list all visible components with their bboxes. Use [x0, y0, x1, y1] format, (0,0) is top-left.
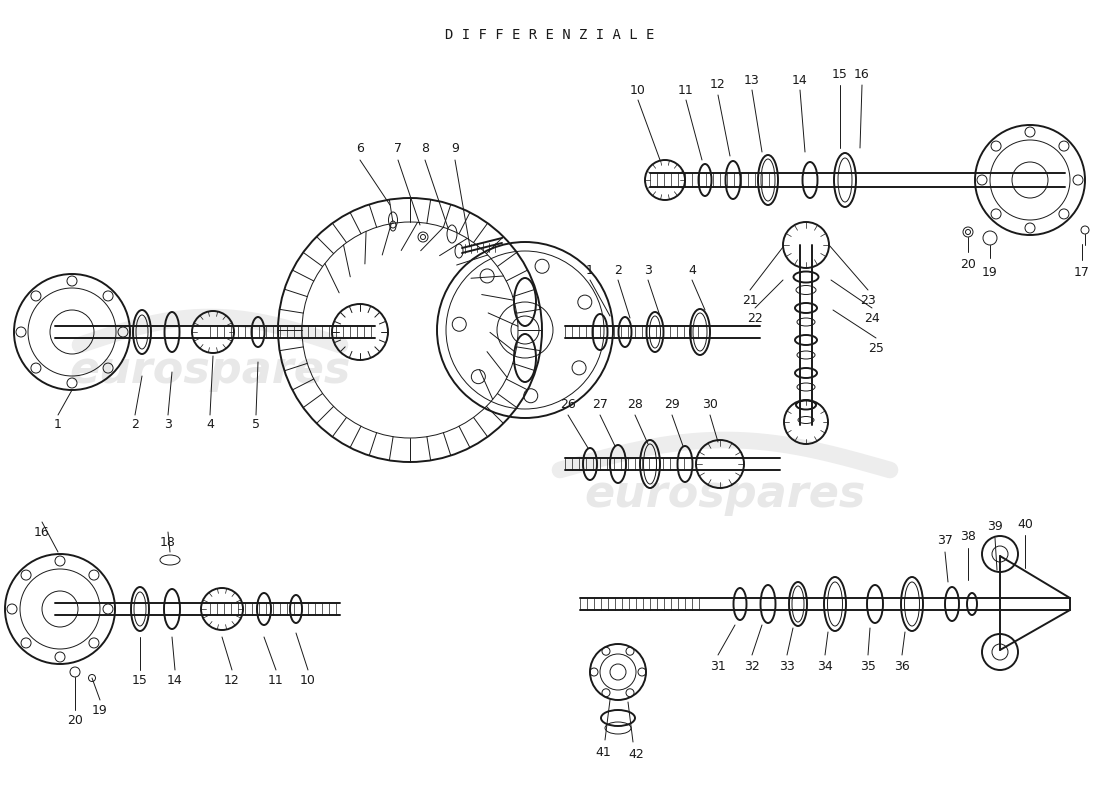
Text: 41: 41 [595, 746, 610, 758]
Text: 11: 11 [268, 674, 284, 687]
Text: 2: 2 [614, 263, 622, 277]
Text: 29: 29 [664, 398, 680, 411]
Text: 9: 9 [451, 142, 459, 154]
Text: 5: 5 [252, 418, 260, 431]
Text: 10: 10 [300, 674, 316, 687]
Text: 18: 18 [161, 537, 176, 550]
Text: 24: 24 [865, 311, 880, 325]
Text: 6: 6 [356, 142, 364, 154]
Text: 32: 32 [744, 659, 760, 673]
Text: 33: 33 [779, 659, 795, 673]
Text: 22: 22 [747, 311, 763, 325]
Text: 20: 20 [67, 714, 82, 727]
Text: 19: 19 [982, 266, 998, 278]
Text: 28: 28 [627, 398, 642, 411]
Text: 3: 3 [164, 418, 172, 431]
Text: D I F F E R E N Z I A L E: D I F F E R E N Z I A L E [446, 28, 654, 42]
Text: 14: 14 [792, 74, 807, 86]
Text: 8: 8 [421, 142, 429, 154]
Text: 38: 38 [960, 530, 976, 543]
Text: 16: 16 [34, 526, 50, 539]
Text: 30: 30 [702, 398, 718, 411]
Text: 35: 35 [860, 659, 876, 673]
Text: 2: 2 [131, 418, 139, 431]
Text: 10: 10 [630, 83, 646, 97]
Text: 11: 11 [678, 83, 694, 97]
Text: 13: 13 [744, 74, 760, 86]
Text: eurospares: eurospares [69, 349, 351, 391]
Text: 34: 34 [817, 659, 833, 673]
Text: 37: 37 [937, 534, 953, 547]
Text: 3: 3 [645, 263, 652, 277]
Text: 1: 1 [54, 418, 62, 431]
Text: 7: 7 [394, 142, 402, 154]
Text: 40: 40 [1018, 518, 1033, 530]
Text: 14: 14 [167, 674, 183, 687]
Text: 25: 25 [868, 342, 884, 354]
Text: 26: 26 [560, 398, 576, 411]
Text: 19: 19 [92, 705, 108, 718]
Text: 4: 4 [206, 418, 213, 431]
Text: 16: 16 [854, 69, 870, 82]
Text: 39: 39 [987, 521, 1003, 534]
Text: 23: 23 [860, 294, 876, 306]
Text: 36: 36 [894, 659, 910, 673]
Text: 42: 42 [628, 747, 643, 761]
Text: 27: 27 [592, 398, 608, 411]
Text: 12: 12 [224, 674, 240, 687]
Text: 21: 21 [742, 294, 758, 306]
Text: 20: 20 [960, 258, 976, 271]
Text: 15: 15 [832, 69, 848, 82]
Text: 1: 1 [586, 263, 594, 277]
Text: 12: 12 [711, 78, 726, 91]
Text: 31: 31 [711, 659, 726, 673]
Text: 17: 17 [1074, 266, 1090, 278]
Text: 15: 15 [132, 674, 147, 687]
Text: 4: 4 [689, 263, 696, 277]
Text: eurospares: eurospares [584, 474, 866, 517]
